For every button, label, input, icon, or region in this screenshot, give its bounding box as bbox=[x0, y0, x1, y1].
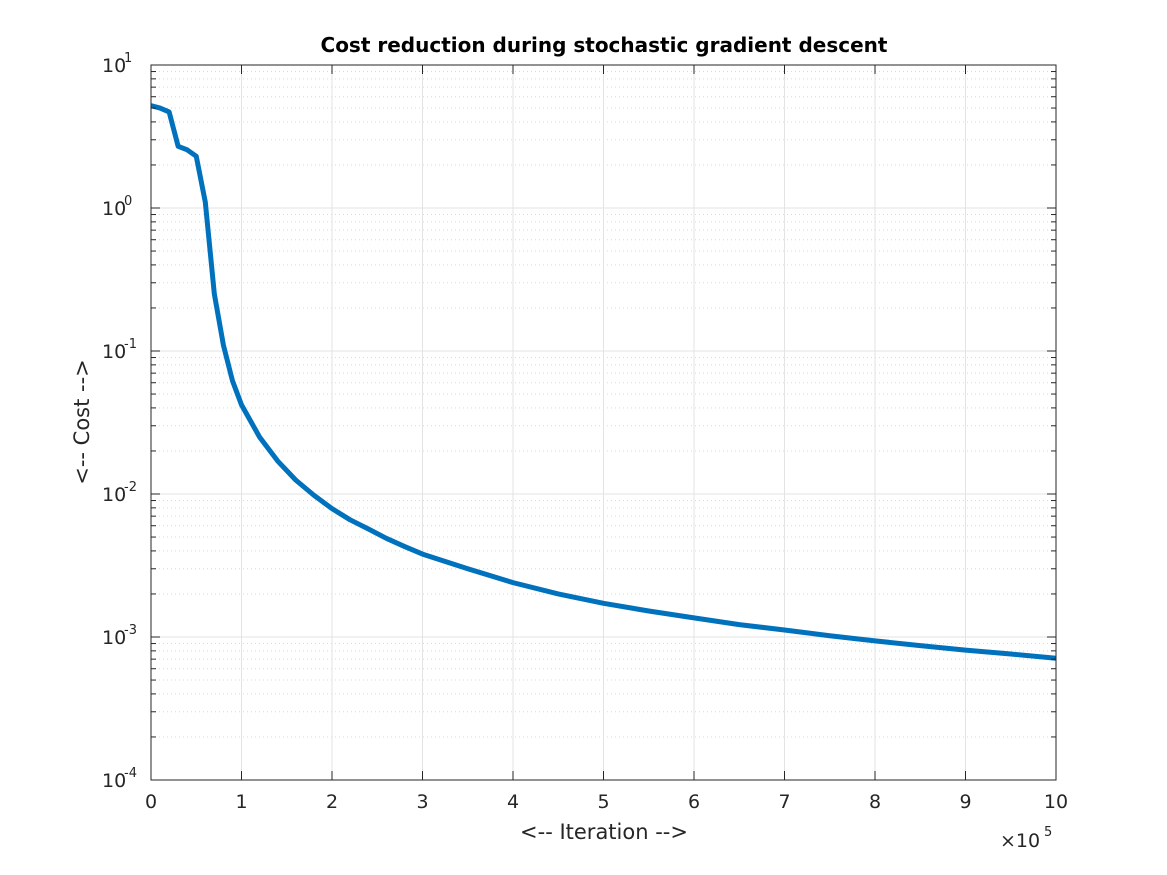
y-tick-base: 10 bbox=[102, 55, 126, 77]
y-tick-label: 10-4 bbox=[102, 766, 137, 792]
x-tick-label: 5 bbox=[597, 791, 609, 813]
y-tick-base: 10 bbox=[102, 627, 126, 649]
x-tick-label: 8 bbox=[869, 791, 881, 813]
y-tick-label: 10-3 bbox=[102, 623, 137, 649]
x-tick-label: 1 bbox=[235, 791, 247, 813]
chart-title: Cost reduction during stochastic gradien… bbox=[321, 33, 888, 57]
x-tick-label: 9 bbox=[959, 791, 971, 813]
y-tick-exp: -2 bbox=[124, 480, 137, 495]
x-tick-label: 4 bbox=[507, 791, 519, 813]
x-tick-label: 7 bbox=[778, 791, 790, 813]
y-tick-exp: -4 bbox=[124, 766, 137, 781]
series-line-0 bbox=[150, 103, 1057, 661]
y-tick-exp: -1 bbox=[124, 337, 137, 352]
y-tick-label: 100 bbox=[102, 194, 132, 220]
x-tick-label: 0 bbox=[145, 791, 157, 813]
x-axis-label: <-- Iteration --> bbox=[520, 820, 688, 844]
y-tick-base: 10 bbox=[102, 770, 126, 792]
x-tick-label: 10 bbox=[1044, 791, 1068, 813]
y-tick-label: 10-1 bbox=[102, 337, 137, 363]
y-axis-label: <-- Cost --> bbox=[70, 359, 94, 485]
y-tick-base: 10 bbox=[102, 198, 126, 220]
series-layer bbox=[150, 103, 1057, 661]
x-tick-labels: 0 1 2 3 4 5 6 7 8 9 10 bbox=[145, 791, 1068, 813]
x-tick-label: 2 bbox=[326, 791, 338, 813]
y-tick-exp: -3 bbox=[124, 623, 137, 638]
y-tick-label: 101 bbox=[102, 51, 132, 77]
x-multiplier-exp: 5 bbox=[1044, 825, 1052, 840]
y-tick-base: 10 bbox=[102, 341, 126, 363]
y-tick-base: 10 bbox=[102, 484, 126, 506]
major-grid bbox=[151, 65, 1056, 780]
tick-marks bbox=[150, 64, 1057, 781]
y-tick-label: 10-2 bbox=[102, 480, 137, 506]
x-multiplier-base: ×10 bbox=[1000, 830, 1040, 852]
x-tick-label: 3 bbox=[416, 791, 428, 813]
y-tick-exp: 1 bbox=[124, 51, 132, 66]
y-tick-exp: 0 bbox=[124, 194, 132, 209]
x-multiplier: ×10 5 bbox=[1000, 825, 1052, 852]
x-tick-label: 6 bbox=[688, 791, 700, 813]
